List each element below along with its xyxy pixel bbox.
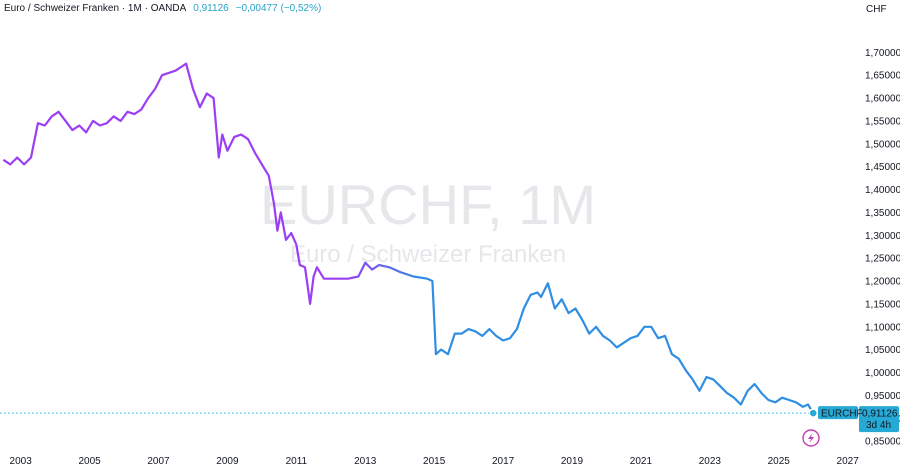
y-tick-label: 1,55000 [865,116,900,127]
price-tag-value: 0,91126 [862,409,898,420]
y-tick-label: 1,20000 [865,277,900,288]
y-tick-label: 1,60000 [865,94,900,105]
y-tick-label: 1,05000 [865,345,900,356]
y-tick-label: 1,35000 [865,208,900,219]
symbol-watermark: EURCHF, 1M Euro / Schweizer Franken [260,173,596,268]
x-tick-label: 2021 [630,456,653,467]
symbol-title: Euro / Schweizer Franken · 1M · OANDA [4,3,187,14]
time-axis[interactable]: 2003 2005 2007 2009 2011 2013 2015 2017 2019 2021… [10,456,860,467]
x-tick-label: 2013 [354,456,377,467]
x-tick-label: 2025 [768,456,791,467]
y-tick-label: 1,30000 [865,231,900,242]
x-tick-label: 2019 [561,456,584,467]
x-tick-label: 2009 [216,456,239,467]
price-change: −0,00477 (−0,52%) [235,3,322,14]
y-tick-label: 1,70000 [865,48,900,59]
y-tick-label: 1,45000 [865,162,900,173]
y-tick-label: 1,65000 [865,71,900,82]
price-axis[interactable]: 0,850000,900000,950001,000001,050001,100… [865,48,900,448]
x-tick-label: 2005 [78,456,101,467]
chart-legend: Euro / Schweizer Franken · 1M · OANDA 0,… [4,3,321,14]
y-tick-label: 0,85000 [865,437,900,448]
y-tick-label: 1,25000 [865,254,900,265]
last-price: 0,91126 [193,3,229,14]
x-tick-label: 2003 [10,456,33,467]
currency-label: CHF [866,4,887,15]
y-tick-label: 1,10000 [865,322,900,333]
y-tick-label: 1,40000 [865,185,900,196]
price-tag: EURCHF 0,91126 3d 4h [818,406,899,433]
x-tick-label: 2017 [492,456,515,467]
y-tick-label: 1,50000 [865,139,900,150]
y-tick-label: 1,15000 [865,299,900,310]
price-tag-countdown: 3d 4h [866,420,891,431]
last-price-dot [808,408,818,418]
x-tick-label: 2007 [147,456,170,467]
x-tick-label: 2015 [423,456,446,467]
lightning-icon[interactable] [802,429,820,447]
x-tick-label: 2011 [286,456,308,467]
x-tick-label: 2027 [837,456,860,467]
y-tick-label: 0,95000 [865,391,900,402]
watermark-name: Euro / Schweizer Franken [290,241,566,268]
series-line [2,62,815,414]
y-tick-label: 1,00000 [865,368,900,379]
price-tag-symbol: EURCHF [821,409,863,420]
watermark-symbol: EURCHF, 1M [260,173,596,236]
x-tick-label: 2023 [699,456,722,467]
